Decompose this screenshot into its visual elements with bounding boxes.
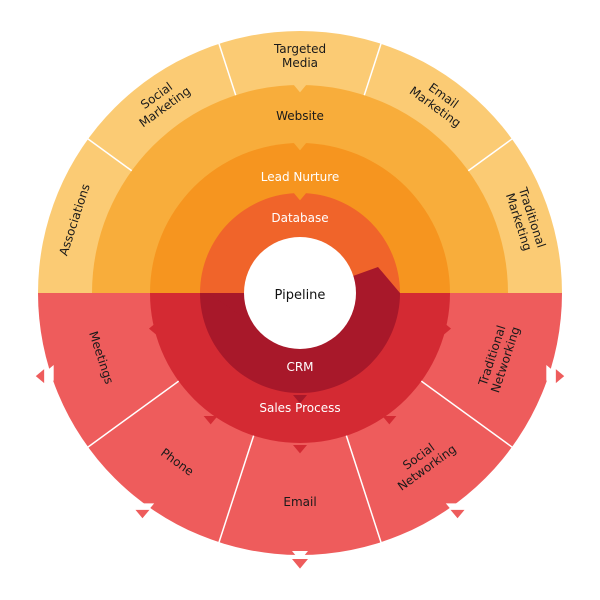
sales-segment-divider	[345, 435, 382, 544]
crm-label: CRM	[286, 360, 313, 374]
sales-process-arrow-icon	[382, 415, 397, 425]
sales-process-label: Sales Process	[259, 401, 340, 415]
sales-segment-divider	[86, 380, 180, 449]
crm-arrow-icon	[293, 395, 307, 404]
sales-outer-arrow-icon	[35, 369, 45, 384]
lead-nurture-notch-icon	[293, 142, 307, 151]
arrows-layer	[35, 84, 565, 569]
center-label: Pipeline	[275, 288, 326, 303]
sales-outer-arrow-icon	[555, 369, 565, 384]
sales-outer-arrow-icon	[292, 559, 308, 569]
database-notch-icon	[293, 192, 307, 201]
marketing-segment-divider	[467, 137, 514, 172]
marketing-segment-divider	[363, 42, 382, 96]
sales-outer-arrow-icon	[292, 551, 308, 561]
marketing-segment-divider	[218, 42, 237, 96]
sales-outer-arrow-icon	[44, 365, 54, 382]
pipeline-center	[244, 237, 356, 349]
sales-outer-arrow-icon	[546, 365, 556, 382]
sales-outer-arrow-icon	[140, 503, 155, 512]
rings-layer	[38, 31, 562, 555]
marketing-segment-label-line: Targeted	[273, 42, 326, 56]
database-label: Database	[271, 211, 328, 225]
sales-segment-label-line: Email	[283, 495, 316, 509]
sales-process-arrow-icon	[203, 415, 218, 425]
website-notch-icon	[293, 84, 307, 93]
sales-outer-arrow-icon	[445, 503, 460, 512]
sales-process-arrow-icon	[148, 321, 158, 336]
dividers-layer	[86, 42, 514, 544]
marketing-segment-divider	[86, 137, 133, 172]
lead-nurture-label: Lead Nurture	[261, 170, 340, 184]
sales-outer-arrow-icon	[135, 509, 150, 519]
sales-segment-divider	[420, 380, 514, 449]
sales-segment-divider	[218, 435, 255, 544]
sales-process-arrow-icon	[293, 445, 307, 454]
sales-process-arrow-icon	[442, 321, 452, 336]
website-label: Website	[276, 109, 324, 123]
sales-segment-label: Email	[283, 495, 316, 509]
sales-outer-arrow-icon	[450, 509, 465, 519]
marketing-segment-label-line: Media	[282, 56, 318, 70]
